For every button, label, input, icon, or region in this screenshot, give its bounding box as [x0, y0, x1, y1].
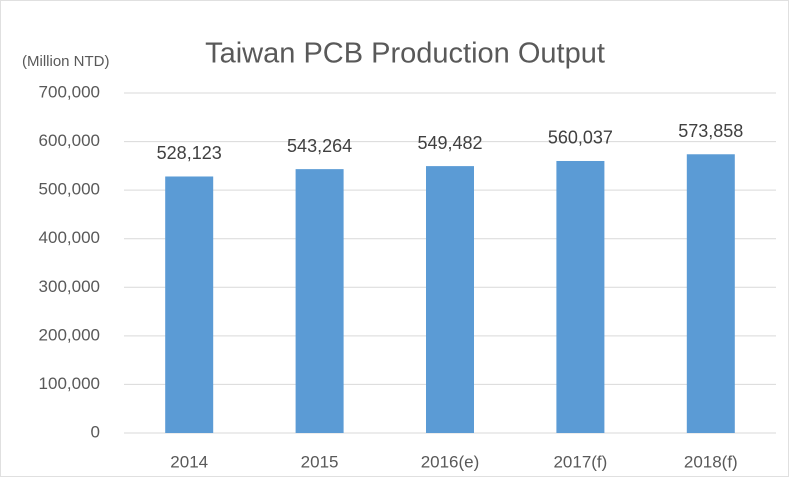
x-tick-label: 2014	[170, 452, 208, 471]
y-tick-label: 400,000	[39, 228, 100, 247]
bar	[556, 160, 605, 433]
value-label: 549,482	[417, 133, 482, 153]
y-tick-label: 300,000	[39, 277, 100, 296]
y-axis-label: (Million NTD)	[22, 53, 110, 70]
value-label: 543,264	[287, 136, 352, 156]
y-tick-label: 700,000	[39, 82, 100, 101]
value-label: 573,858	[678, 121, 743, 141]
chart-title: Taiwan PCB Production Output	[205, 38, 605, 70]
x-tick-label: 2018(f)	[684, 452, 738, 471]
y-tick-label: 200,000	[39, 325, 100, 344]
bar	[686, 154, 735, 433]
y-tick-label: 600,000	[39, 131, 100, 150]
bar	[426, 166, 474, 433]
y-tick-label: 100,000	[39, 374, 100, 393]
y-tick-label: 500,000	[39, 180, 100, 199]
bar	[295, 169, 344, 434]
x-tick-label: 2017(f)	[553, 452, 607, 471]
y-tick-label: 0	[91, 422, 100, 441]
value-label: 528,123	[157, 143, 222, 163]
value-label: 560,037	[548, 128, 613, 148]
x-tick-label: 2016(e)	[421, 452, 480, 471]
x-tick-label: 2015	[301, 452, 339, 471]
bar	[165, 176, 214, 434]
